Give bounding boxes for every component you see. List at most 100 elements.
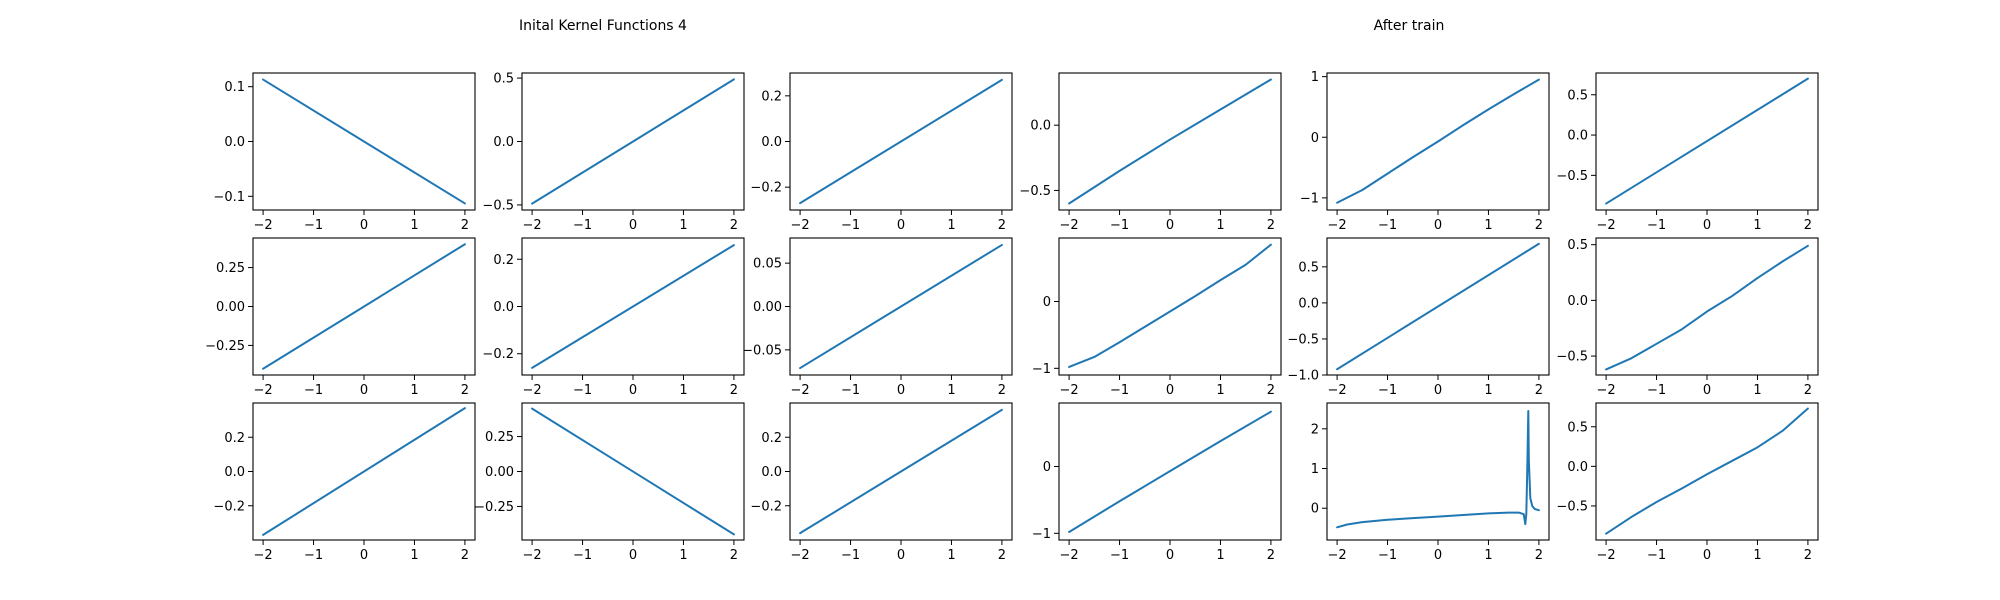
x-tick-label: 1 [1216,548,1224,563]
y-tick-label: 0.2 [761,89,782,104]
x-tick-label: 0 [1703,383,1711,398]
x-tick-label: 2 [730,548,738,563]
x-tick-label: −1 [573,383,592,398]
subplot-2-5: −2 −1 0 1 2 −0.5 0.0 0.5 [1556,402,1819,563]
y-tick-label: 0.00 [485,465,514,480]
x-tick-label: 0 [1434,548,1442,563]
x-tick-label: −2 [1597,218,1616,233]
subplot-2-2: −2 −1 0 1 2 −0.2 0.0 0.2 [750,402,1013,563]
x-tick-label: 2 [461,218,469,233]
axes-frame [1595,237,1819,376]
x-tick-label: 1 [1484,218,1492,233]
x-tick-label: 0 [1434,218,1442,233]
subplot-1-5: −2 −1 0 1 2 −0.5 0.0 0.5 [1556,237,1819,398]
y-tick-label: −0.5 [1556,499,1588,514]
y-tick-label: −0.5 [1287,332,1319,347]
series-line [531,244,735,369]
x-tick-label: −2 [523,548,542,563]
series-line [799,408,1003,535]
right-title: After train [1374,18,1445,34]
subplot-2-3: −2 −1 0 1 2 −1 0 [1032,402,1282,563]
y-tick-label: −0.2 [482,347,514,362]
x-tick-label: −2 [791,218,810,233]
series-line [262,243,466,370]
series-line [262,78,466,205]
x-tick-label: 2 [998,383,1006,398]
subplot-2-1: −2 −1 0 1 2 −0.25 0.00 0.25 [474,402,745,563]
x-tick-label: 1 [1216,218,1224,233]
x-tick-label: 2 [998,548,1006,563]
x-tick-label: 0 [629,218,637,233]
x-tick-label: −1 [1110,218,1129,233]
x-tick-label: 2 [1267,218,1275,233]
x-tick-label: 1 [410,218,418,233]
x-tick-label: −2 [1328,218,1347,233]
y-tick-label: 0.2 [761,431,782,446]
x-tick-label: −1 [1110,383,1129,398]
x-tick-label: 0 [1703,548,1711,563]
x-tick-label: 1 [679,383,687,398]
subplot-1-2: −2 −1 0 1 2 −0.05 0.00 0.05 [742,237,1013,398]
subplot-0-0: −2 −1 0 1 2 −0.1 0.0 0.1 [213,72,476,233]
x-tick-label: −2 [1060,548,1079,563]
x-tick-label: −1 [304,548,323,563]
x-tick-label: −2 [791,548,810,563]
x-tick-label: −2 [254,548,273,563]
x-tick-label: 2 [1535,548,1543,563]
x-tick-label: 1 [1753,218,1761,233]
subplot-0-4: −2 −1 0 1 2 −1 0 1 [1300,70,1550,233]
series-line [799,78,1003,205]
subplot-1-1: −2 −1 0 1 2 −0.2 0.0 0.2 [482,237,745,398]
x-tick-label: 0 [1703,218,1711,233]
series-line [799,243,1003,370]
y-tick-label: −0.25 [205,339,245,354]
y-tick-label: 0.5 [1567,420,1588,435]
x-tick-label: −2 [1328,383,1347,398]
x-tick-label: 1 [947,218,955,233]
x-tick-label: −1 [573,548,592,563]
x-tick-label: 2 [461,548,469,563]
x-tick-label: 0 [1166,548,1174,563]
y-tick-label: −0.5 [482,198,514,213]
y-tick-label: 0.0 [1567,294,1588,309]
y-tick-label: 0.5 [1298,260,1319,275]
y-tick-label: 0.0 [761,465,782,480]
subplot-0-3: −2 −1 0 1 2 −0.5 0.0 [1019,72,1282,233]
x-tick-label: −2 [254,383,273,398]
x-tick-label: −1 [1110,548,1129,563]
x-tick-label: 1 [947,383,955,398]
y-tick-label: 0.0 [761,135,782,150]
y-tick-label: 0.0 [1030,119,1051,134]
x-tick-label: 0 [897,383,905,398]
y-tick-label: 0 [1043,460,1051,475]
x-tick-label: 0 [360,218,368,233]
subplot-grid: −2 −1 0 1 2 −0.1 0.0 0.1 −2 −1 0 1 2 −0.5 0.0 0.5 −2 −1 0 1… [205,70,1819,563]
subplot-2-0: −2 −1 0 1 2 −0.2 0.0 0.2 [213,402,476,563]
x-tick-label: −1 [1647,548,1666,563]
x-tick-label: 2 [730,383,738,398]
x-tick-label: 0 [629,548,637,563]
y-tick-label: 0.5 [493,72,514,87]
x-tick-label: 1 [679,218,687,233]
x-tick-label: −1 [304,383,323,398]
y-tick-label: −0.25 [474,500,514,515]
series-line [1336,242,1540,371]
x-tick-label: 1 [1484,548,1492,563]
x-tick-label: 1 [1484,383,1492,398]
axes-frame [1326,402,1550,541]
y-tick-label: 0 [1311,502,1319,517]
x-tick-label: −1 [304,218,323,233]
x-tick-label: 0 [629,383,637,398]
y-tick-label: −1 [1300,191,1319,206]
x-tick-label: 0 [360,548,368,563]
x-tick-label: 2 [1267,383,1275,398]
y-tick-label: 0.0 [1567,460,1588,475]
x-tick-label: 1 [1753,548,1761,563]
series-line [1068,78,1272,205]
y-tick-label: −0.2 [213,499,245,514]
x-tick-label: 1 [1216,383,1224,398]
x-tick-label: 2 [1535,383,1543,398]
y-tick-label: 0.05 [753,257,782,272]
x-tick-label: −1 [1378,383,1397,398]
